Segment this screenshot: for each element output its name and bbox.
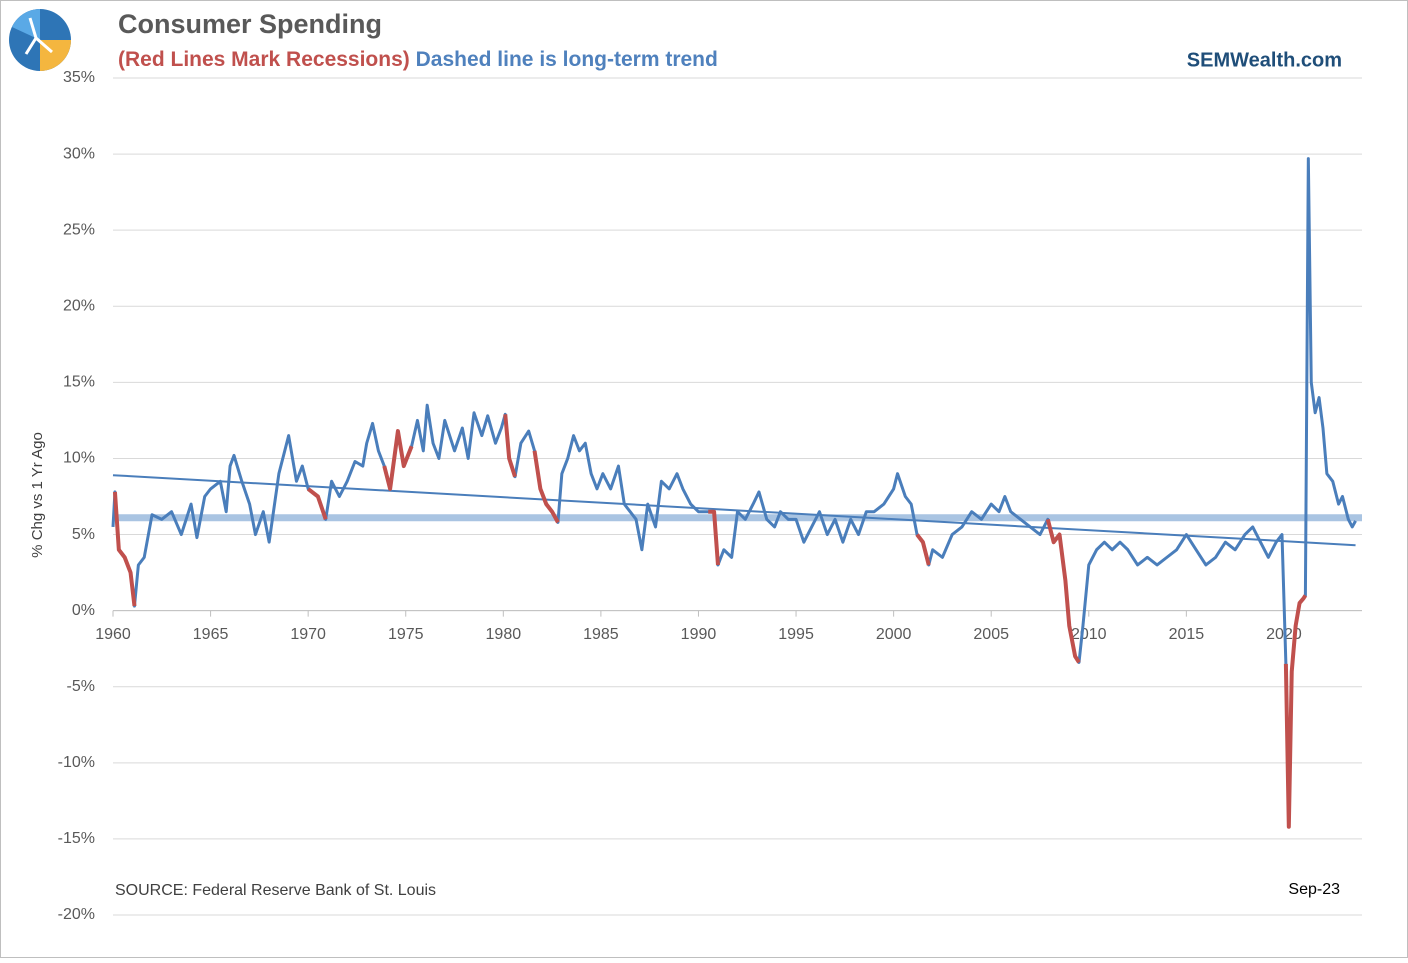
- y-tick-label: 25%: [63, 221, 95, 238]
- last-date-label: Sep-23: [1288, 881, 1340, 898]
- x-tick-label: 2000: [876, 626, 912, 643]
- x-tick-label: 1995: [778, 626, 814, 643]
- recession-line: [915, 533, 931, 566]
- y-tick-label: 20%: [63, 297, 95, 314]
- x-tick-label: 1970: [290, 626, 326, 643]
- recession-line: [532, 450, 560, 524]
- x-tick-label: 2005: [973, 626, 1009, 643]
- x-tick-label: 1965: [193, 626, 229, 643]
- recession-line: [1045, 518, 1081, 664]
- y-tick-label: -5%: [67, 678, 95, 695]
- y-tick-label: -15%: [58, 830, 95, 847]
- recession-line: [112, 491, 137, 607]
- brand: SEMWealth.com: [1187, 49, 1342, 71]
- y-tick-label: 30%: [63, 145, 95, 162]
- chart-subtitle: (Red Lines Mark Recessions) Dashed line …: [118, 48, 718, 71]
- x-tick-label: 1985: [583, 626, 619, 643]
- y-tick-label: 15%: [63, 374, 95, 391]
- x-tick-label: 1990: [681, 626, 717, 643]
- recession-line: [708, 509, 720, 566]
- x-tick-label: 1960: [95, 626, 131, 643]
- y-tick-label: 5%: [72, 526, 95, 543]
- x-tick-label: 1980: [486, 626, 522, 643]
- x-tick-label: 2010: [1071, 626, 1107, 643]
- recession-line: [503, 414, 517, 478]
- y-tick-label: 35%: [63, 69, 95, 86]
- chart-title: Consumer Spending: [118, 9, 382, 39]
- y-tick-label: 0%: [72, 602, 95, 619]
- recession-line: [306, 487, 328, 520]
- source-note: SOURCE: Federal Reserve Bank of St. Loui…: [115, 882, 436, 899]
- x-tick-label: 2015: [1169, 626, 1205, 643]
- logo: [9, 9, 71, 71]
- y-tick-label: -10%: [58, 754, 95, 771]
- y-tick-label: -20%: [58, 906, 95, 923]
- subtitle-recessions: (Red Lines Mark Recessions): [118, 48, 410, 71]
- subtitle-trend: Dashed line is long-term trend: [416, 48, 718, 71]
- x-tick-label: 1975: [388, 626, 424, 643]
- y-axis-label: % Chg vs 1 Yr Ago: [29, 432, 46, 558]
- trend-line: [112, 474, 1356, 547]
- recession-line: [382, 429, 414, 491]
- y-tick-label: 10%: [63, 450, 95, 467]
- recession-line: [1283, 594, 1308, 829]
